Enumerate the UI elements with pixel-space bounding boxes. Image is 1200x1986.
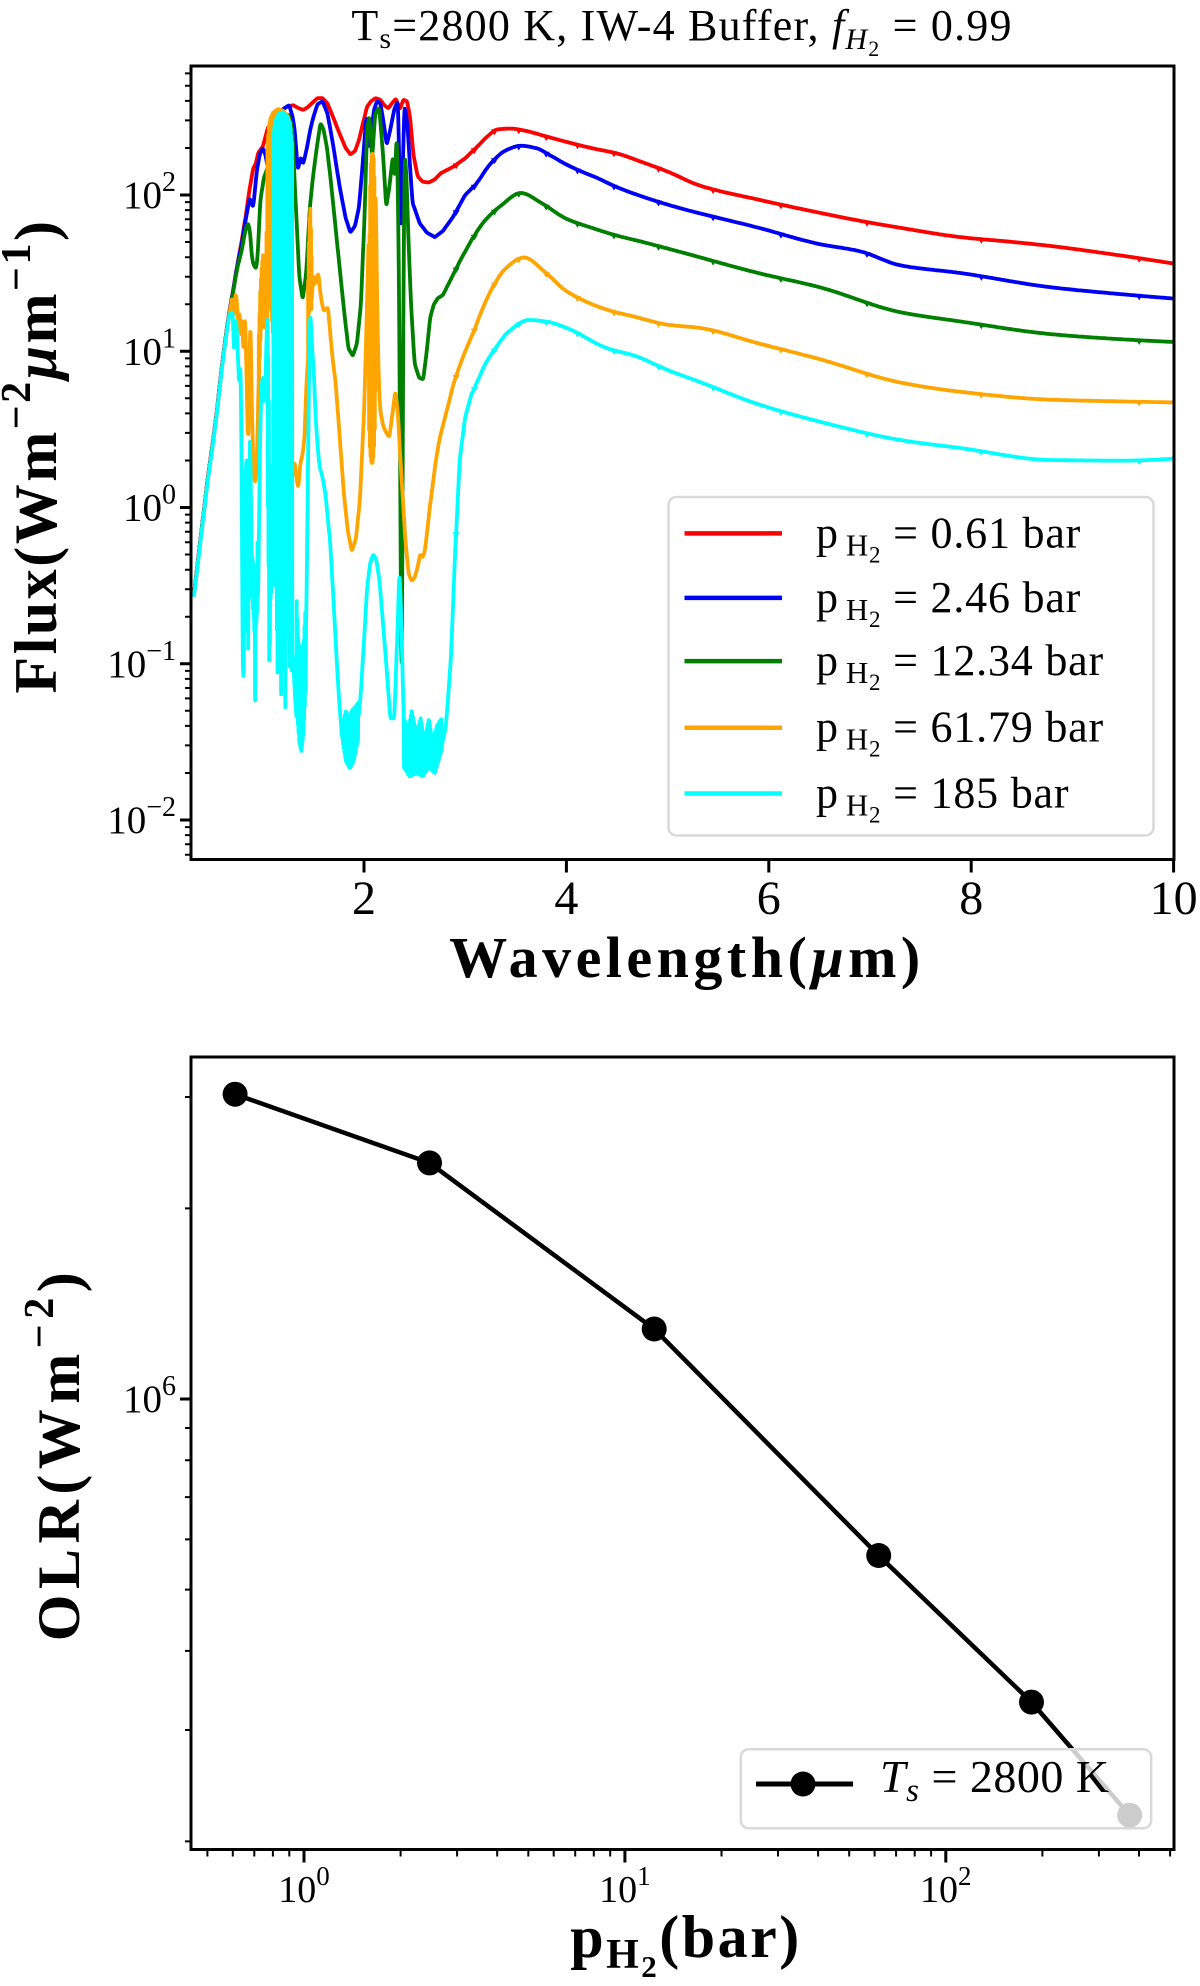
svg-text:10: 10 (1150, 872, 1198, 925)
svg-text:Flux(Wm−2μm−1): Flux(Wm−2μm−1) (0, 219, 69, 694)
svg-text:2: 2 (352, 872, 376, 925)
svg-text:Ts = 2800 K: Ts = 2800 K (880, 1751, 1110, 1809)
svg-text:102: 102 (123, 167, 176, 217)
svg-text:Wavelength(μm): Wavelength(μm) (449, 925, 924, 990)
svg-text:OLR(Wm−2): OLR(Wm−2) (17, 1267, 92, 1641)
svg-text:4: 4 (554, 872, 578, 925)
svg-text:6: 6 (757, 872, 781, 925)
svg-text:8: 8 (959, 872, 983, 925)
svg-text:101: 101 (599, 1861, 651, 1911)
